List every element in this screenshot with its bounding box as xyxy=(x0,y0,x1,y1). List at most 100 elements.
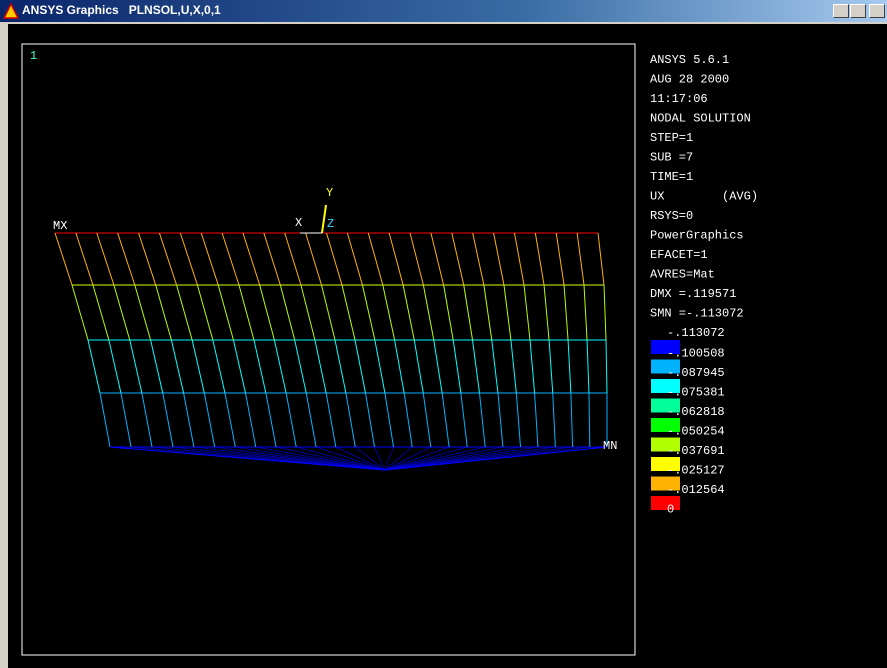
mesh-edge xyxy=(285,233,301,285)
mesh-edge xyxy=(156,285,172,340)
mesh-edge xyxy=(410,233,423,285)
mesh-edge xyxy=(347,233,362,285)
mesh-edge xyxy=(239,285,254,340)
mesh-edge xyxy=(260,285,275,340)
mesh-edge xyxy=(385,393,394,447)
legend-label: -.113072 xyxy=(667,326,725,340)
legend-label: 0 xyxy=(667,503,674,517)
mesh-edge xyxy=(315,340,326,393)
info-line: DMX =.119571 xyxy=(650,287,736,301)
mesh-edge xyxy=(589,393,590,447)
mesh-edge xyxy=(135,285,151,340)
triad-y xyxy=(322,205,326,233)
mesh-edge xyxy=(355,340,366,393)
mesh-edge xyxy=(306,233,322,285)
info-line: AUG 28 2000 xyxy=(650,73,729,87)
mesh-edge xyxy=(395,340,405,393)
legend-label: -.025127 xyxy=(667,464,725,478)
mesh-edge xyxy=(130,340,142,393)
mesh-edge xyxy=(218,285,233,340)
mesh-edge xyxy=(442,393,449,447)
mesh-edge xyxy=(201,233,218,285)
mesh-edge xyxy=(109,340,121,393)
mesh-edge xyxy=(571,393,573,447)
mesh-edge xyxy=(368,233,383,285)
mesh-edge xyxy=(72,285,88,340)
mesh-edge xyxy=(598,233,604,285)
legend-swatch xyxy=(651,496,680,510)
info-line: UX (AVG) xyxy=(650,190,758,204)
mesh-edge xyxy=(423,393,431,447)
mesh-edge xyxy=(511,340,516,393)
mesh-edge xyxy=(274,340,286,393)
mesh-edge xyxy=(280,285,294,340)
info-line: RSYS=0 xyxy=(650,209,693,223)
mesh-edge xyxy=(577,233,584,285)
mesh-edge xyxy=(243,233,260,285)
triad-x-label: X xyxy=(295,216,302,230)
mesh-edge xyxy=(530,340,535,393)
mesh-edge xyxy=(184,393,194,447)
legend: -.113072-.100508-.087945-.075381-.062818… xyxy=(651,326,725,517)
mesh-edge xyxy=(159,233,176,285)
info-line: SUB =7 xyxy=(650,151,693,165)
mesh-edge xyxy=(484,285,492,340)
mesh-edge xyxy=(464,285,473,340)
mesh-edge xyxy=(556,233,564,285)
legend-label: -.100508 xyxy=(667,347,725,361)
triad-z-label: Z xyxy=(327,217,334,231)
legend-label: -.050254 xyxy=(667,425,725,439)
mesh-edge xyxy=(568,340,571,393)
legend-label: -.012564 xyxy=(667,483,725,497)
triad-y-label: Y xyxy=(326,186,333,200)
mesh-edge xyxy=(375,340,385,393)
mesh-edge xyxy=(306,393,316,447)
mesh-edge xyxy=(479,393,485,447)
mesh-edge xyxy=(55,233,72,285)
mesh-edge xyxy=(192,340,204,393)
mesh-edge xyxy=(171,340,183,393)
mesh-edge xyxy=(461,393,467,447)
mesh-edge xyxy=(473,340,480,393)
mesh-edge xyxy=(163,393,173,447)
mesh-edge xyxy=(233,340,245,393)
mesh-edge xyxy=(93,285,109,340)
info-line: PowerGraphics xyxy=(650,229,744,243)
mesh-edge xyxy=(139,233,156,285)
mesh-edge xyxy=(264,233,281,285)
mesh-edge xyxy=(366,393,375,447)
mesh-edge xyxy=(213,340,225,393)
mesh-edge xyxy=(245,393,255,447)
mesh-edge xyxy=(403,285,414,340)
window-number: 1 xyxy=(30,49,37,63)
mesh-edge xyxy=(151,340,163,393)
mesh-edge xyxy=(254,340,266,393)
mesh-edge xyxy=(553,393,556,447)
legend-label: -.087945 xyxy=(667,366,725,380)
mesh-edge xyxy=(286,393,296,447)
mesh-edge xyxy=(404,393,412,447)
viewport-frame xyxy=(22,44,635,655)
mesh-edge xyxy=(204,393,214,447)
mesh-edge xyxy=(327,233,343,285)
mesh-edge xyxy=(494,233,504,285)
mesh-edge xyxy=(549,340,553,393)
graphics: 1 MX MN Y X Z ANSYS 5.6.1AUG 28 200011:1… xyxy=(0,0,887,668)
info-line: 11:17:06 xyxy=(650,92,708,106)
mesh-edge xyxy=(535,233,544,285)
mesh-edge xyxy=(414,340,423,393)
mesh-edge xyxy=(423,285,433,340)
mesh-edge xyxy=(514,233,524,285)
mesh-edge xyxy=(452,233,464,285)
mesh xyxy=(55,233,607,470)
ansys-window: ANSYS Graphics PLNSOL,U,X,0,1 1 MX MN Y … xyxy=(0,0,887,668)
mesh-edge xyxy=(88,340,100,393)
mesh-edge xyxy=(535,393,538,447)
mesh-edge xyxy=(114,285,130,340)
mesh-edge xyxy=(342,285,355,340)
mesh-edge xyxy=(121,393,131,447)
info-line: STEP=1 xyxy=(650,131,693,145)
mesh-edge xyxy=(524,285,530,340)
info-line: AVRES=Mat xyxy=(650,268,715,282)
